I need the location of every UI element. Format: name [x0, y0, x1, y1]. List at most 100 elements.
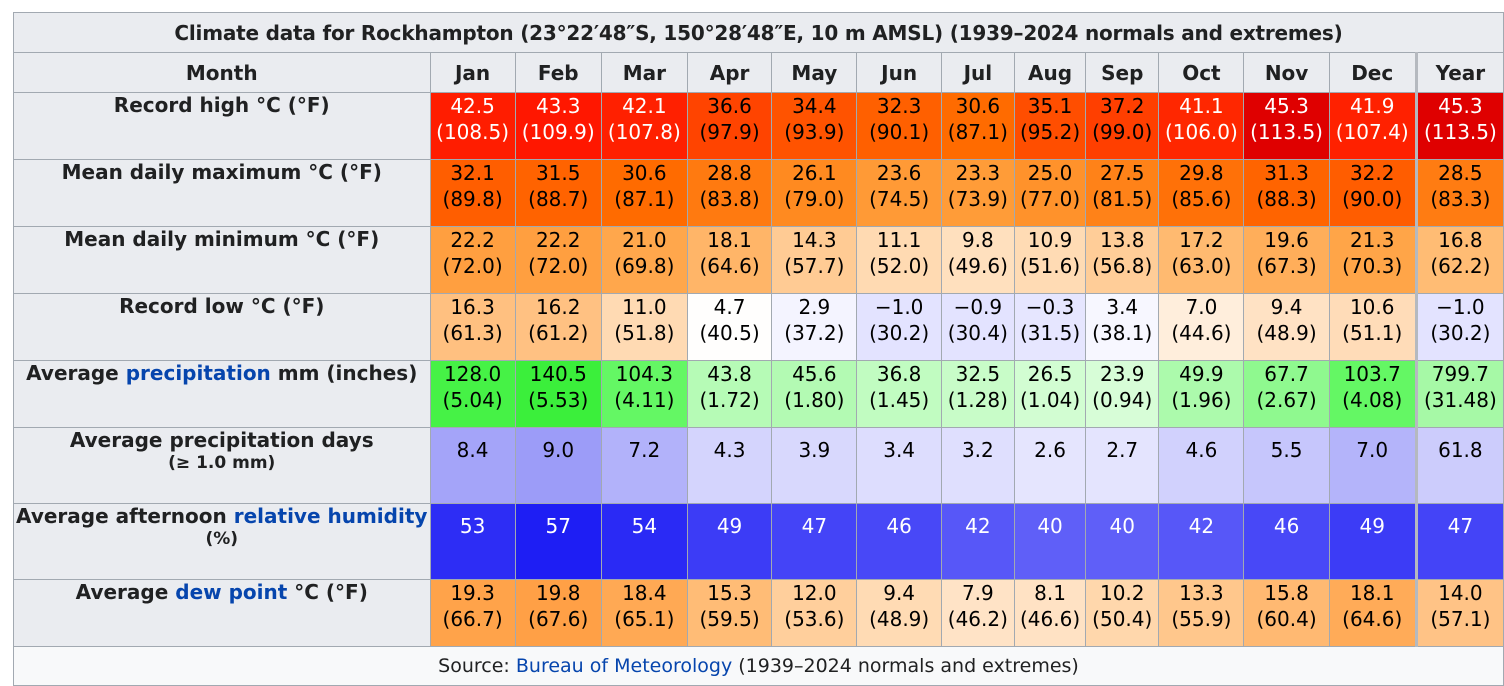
month-header-dec: Dec	[1328, 52, 1417, 93]
cell-value: 9.0	[542, 438, 575, 462]
cell-value-imperial: (74.5)	[869, 187, 930, 211]
cell-value-imperial: (50.4)	[1092, 607, 1153, 631]
cell-value-imperial: (2.67)	[1256, 388, 1317, 412]
cell-value-imperial: (85.6)	[1171, 187, 1232, 211]
data-cell-mean-max-mar: 30.6 (87.1)	[600, 159, 688, 227]
cell-value-imperial: (46.6)	[1019, 607, 1081, 631]
row-label-link[interactable]: relative humidity	[233, 504, 428, 528]
data-cell-precip-year: 799.7 (31.48)	[1414, 360, 1504, 428]
cell-value: 43.3	[535, 94, 581, 118]
cell-value-imperial: (51.6)	[1019, 254, 1081, 278]
cell-value: 19.3	[450, 581, 495, 605]
data-cell-precip-feb: 140.5 (5.53)	[514, 360, 602, 428]
cell-value: 14.3	[792, 228, 837, 252]
cell-value: 7.2	[628, 438, 661, 462]
cell-value: 799.7	[1431, 362, 1490, 386]
cell-value-imperial: (83.3)	[1430, 187, 1491, 211]
data-cell-record-high-sep: 37.2 (99.0)	[1085, 92, 1160, 160]
data-cell-dew-point-apr: 15.3 (59.5)	[686, 579, 773, 647]
row-label-text: Record low °C (°F)	[119, 294, 324, 318]
row-label-link[interactable]: dew point	[175, 580, 288, 604]
cell-value-imperial: (4.11)	[614, 388, 675, 412]
cell-value-imperial: (64.6)	[1342, 607, 1403, 631]
source-link[interactable]: Bureau of Meteorology	[515, 655, 733, 677]
data-cell-record-high-year: 45.3 (113.5)	[1414, 92, 1504, 160]
cell-value: 47	[1447, 514, 1474, 538]
cell-value: 11.0	[622, 295, 667, 319]
data-cell-precip-days-aug: 2.6	[1013, 427, 1087, 504]
cell-value: 49.9	[1179, 362, 1224, 386]
cell-value: 19.6	[1264, 228, 1309, 252]
cell-value: 28.5	[1438, 161, 1483, 185]
cell-value: 26.5	[1027, 362, 1073, 386]
cell-value-imperial: (109.9)	[521, 120, 595, 144]
data-cell-record-high-dec: 41.9 (107.4)	[1328, 92, 1417, 160]
cell-value-imperial: (59.5)	[699, 607, 760, 631]
row-record-low: Record low °C (°F) 16.3 (61.3) 16.2 (61.2) 11…	[13, 293, 1504, 361]
month-header-mar: Mar	[600, 52, 688, 93]
cell-value: 7.9	[961, 581, 994, 605]
cell-value-imperial: (48.9)	[869, 607, 930, 631]
cell-value-imperial: (93.9)	[784, 120, 845, 144]
row-label-part: °C (°F)	[287, 580, 368, 604]
cell-value: 46	[886, 514, 912, 538]
cell-value: 15.8	[1264, 581, 1309, 605]
data-cell-precip-mar: 104.3 (4.11)	[600, 360, 688, 428]
data-cell-precip-days-sep: 2.7	[1085, 427, 1160, 504]
data-cell-record-high-mar: 42.1 (107.8)	[600, 92, 688, 160]
data-cell-humidity-jul: 42	[940, 503, 1015, 580]
cell-value: 49	[716, 514, 743, 538]
cell-value-imperial: (107.4)	[1335, 120, 1409, 144]
cell-value: 15.3	[707, 581, 752, 605]
cell-value: −0.3	[1025, 295, 1075, 319]
cell-value: 35.1	[1027, 94, 1073, 118]
cell-value-imperial: (90.0)	[1342, 187, 1403, 211]
cell-value: 3.4	[1106, 295, 1139, 319]
cell-value: 30.6	[622, 161, 667, 185]
row-label-part: Average afternoon	[16, 504, 234, 528]
cell-value-imperial: (87.1)	[947, 120, 1008, 144]
cell-value-imperial: (40.5)	[699, 321, 760, 345]
cell-value-imperial: (1.45)	[869, 388, 930, 412]
month-header-apr: Apr	[686, 52, 773, 93]
cell-value: 16.2	[535, 295, 581, 319]
cell-value-imperial: (61.3)	[442, 321, 503, 345]
data-cell-dew-point-jul: 7.9 (46.2)	[940, 579, 1015, 647]
row-label-link[interactable]: precipitation	[125, 361, 271, 385]
cell-value: 36.8	[876, 362, 922, 386]
cell-value: 22.2	[535, 228, 581, 252]
row-record-high: Record high °C (°F) 42.5 (108.5) 43.3 (109.9…	[13, 92, 1504, 160]
data-cell-mean-min-may: 14.3 (57.7)	[771, 226, 858, 294]
row-label-subtext: (≥ 1.0 mm)	[168, 453, 276, 473]
data-cell-mean-max-year: 28.5 (83.3)	[1414, 159, 1504, 227]
cell-value-imperial: (81.5)	[1092, 187, 1153, 211]
data-cell-record-high-jul: 30.6 (87.1)	[940, 92, 1015, 160]
month-header-jul: Jul	[940, 52, 1015, 93]
row-label-record-high: Record high °C (°F)	[13, 92, 431, 160]
data-cell-mean-min-dec: 21.3 (70.3)	[1328, 226, 1417, 294]
data-cell-dew-point-feb: 19.8 (67.6)	[514, 579, 602, 647]
cell-value-imperial: (46.2)	[947, 607, 1008, 631]
row-label-text: Average precipitation days	[70, 428, 374, 452]
data-cell-record-low-jan: 16.3 (61.3)	[429, 293, 516, 361]
data-cell-mean-min-jul: 9.8 (49.6)	[940, 226, 1015, 294]
cell-value: 12.0	[792, 581, 837, 605]
cell-value-imperial: (77.0)	[1019, 187, 1081, 211]
data-cell-humidity-jan: 53	[429, 503, 516, 580]
data-cell-humidity-apr: 49	[686, 503, 773, 580]
cell-value: 47	[801, 514, 828, 538]
cell-value: 25.0	[1027, 161, 1073, 185]
cell-value: 37.2	[1099, 94, 1145, 118]
source-prefix: Source:	[438, 655, 516, 677]
cell-value: 17.2	[1179, 228, 1224, 252]
cell-value: 46	[1273, 514, 1300, 538]
data-cell-record-high-aug: 35.1 (95.2)	[1013, 92, 1087, 160]
row-label-text: Average dew point °C (°F)	[76, 580, 368, 604]
row-label-text: Mean daily minimum °C (°F)	[64, 227, 379, 251]
cell-value-imperial: (4.08)	[1342, 388, 1403, 412]
data-cell-precip-jan: 128.0 (5.04)	[429, 360, 516, 428]
cell-value-imperial: (89.8)	[442, 187, 503, 211]
row-label-subtext: (%)	[205, 529, 239, 549]
month-header-jan: Jan	[429, 52, 516, 93]
data-cell-mean-max-feb: 31.5 (88.7)	[514, 159, 602, 227]
